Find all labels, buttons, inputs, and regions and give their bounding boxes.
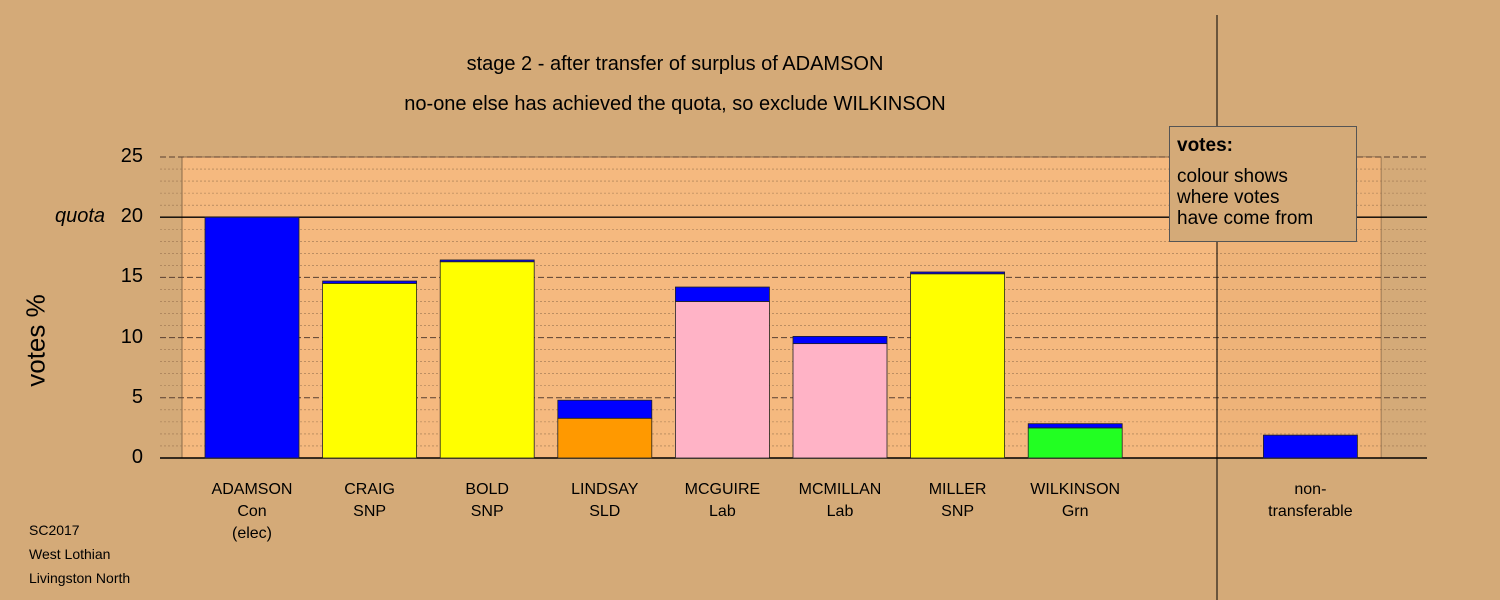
bar-segment	[557, 417, 653, 459]
footer-council: West Lothian	[29, 546, 111, 562]
y-tick-label: 5	[131, 385, 143, 408]
candidate-note: (elec)	[231, 525, 272, 542]
candidate-name: MILLER	[928, 481, 987, 498]
bar-segment	[322, 280, 418, 284]
candidate-name: ADAMSON	[211, 481, 293, 498]
legend-line: have come from	[1177, 208, 1314, 229]
candidate-label: WILKINSON Grn	[1010, 479, 1140, 523]
candidate-name: LINDSAY	[571, 481, 639, 498]
candidate-name: MCGUIRE	[684, 481, 761, 498]
candidate-label: MCMILLAN Lab	[775, 479, 905, 523]
legend-title: votes:	[1177, 135, 1233, 156]
candidate-name: CRAIG	[344, 481, 395, 498]
bar-segment	[792, 343, 888, 459]
bar-segment	[675, 286, 770, 302]
candidate-name: BOLD	[465, 481, 509, 498]
bar-segment	[1263, 434, 1358, 459]
y-tick-label: 0	[131, 446, 143, 468]
candidate-name: MCMILLAN	[798, 481, 882, 498]
bar-segment	[439, 259, 535, 263]
bar-segment	[439, 261, 535, 459]
bar-segment	[204, 216, 300, 459]
candidate-name: non-	[1294, 481, 1327, 498]
bar-segment	[557, 399, 653, 419]
bar-segment	[322, 283, 418, 459]
candidate-label: BOLD SNP	[422, 479, 552, 523]
footer-ward: Livingston North	[29, 570, 131, 586]
candidate-party: Grn	[1061, 503, 1089, 520]
bar-segment	[1027, 427, 1123, 459]
bar-segment	[1027, 423, 1123, 429]
bar-segment	[910, 273, 1005, 459]
legend-line: where votes	[1177, 187, 1280, 208]
quota-label: quota	[55, 205, 106, 227]
y-tick-label: 25	[120, 145, 143, 167]
candidate-label: ADAMSON Con (elec)	[187, 479, 317, 545]
candidate-party: Con	[237, 503, 267, 520]
candidate-label: MCGUIRE Lab	[657, 479, 787, 523]
candidate-party: SNP	[353, 503, 387, 520]
candidate-party: SNP	[470, 503, 504, 520]
chart-title: stage 2 - after transfer of surplus of A…	[466, 53, 884, 75]
candidate-party: transferable	[1268, 503, 1353, 520]
y-tick-label: 10	[120, 325, 143, 348]
legend-line: colour shows	[1177, 166, 1288, 187]
bar-segment	[910, 271, 1005, 275]
candidate-party: Lab	[709, 503, 736, 520]
candidate-label: non-transferable	[1245, 479, 1375, 523]
legend-box: votes: colour shows where votes have com…	[1169, 126, 1357, 242]
footer-election: SC2017	[29, 522, 80, 538]
candidate-name: WILKINSON	[1030, 481, 1121, 498]
chart-subtitle: no-one else has achieved the quota, so e…	[404, 93, 946, 115]
candidate-label: CRAIG SNP	[305, 479, 435, 523]
bar-segment	[675, 301, 770, 459]
candidate-label: MILLER SNP	[893, 479, 1023, 523]
bar-segment	[792, 335, 888, 345]
candidate-party: Lab	[826, 503, 854, 520]
candidate-label: LINDSAY SLD	[540, 479, 670, 523]
candidate-party: SNP	[941, 503, 975, 520]
candidate-party: SLD	[589, 503, 621, 520]
y-tick-label: 20	[120, 205, 143, 228]
y-tick-label: 15	[120, 265, 143, 288]
y-axis-label: votes %	[20, 294, 51, 387]
